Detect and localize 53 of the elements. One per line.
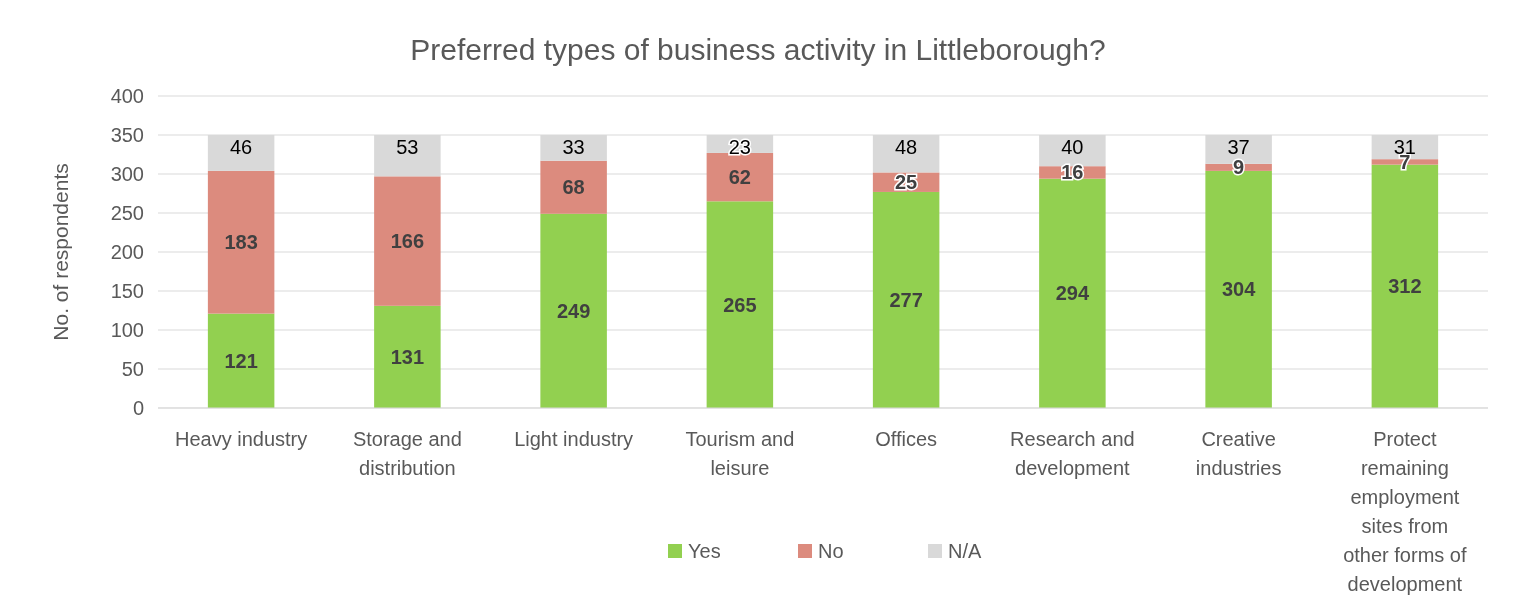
x-tick-label: Tourism and leisure [685, 428, 795, 479]
data-label: 46 [230, 136, 253, 158]
data-label: 183 [224, 231, 258, 254]
bar [374, 176, 441, 306]
bar [374, 305, 441, 408]
data-label: 277 [889, 288, 923, 311]
y-tick-label: 300 [110, 163, 144, 185]
bar [872, 191, 940, 408]
data-label: 166 [390, 230, 425, 253]
bar [706, 152, 774, 202]
y-tick-label: 400 [110, 85, 144, 107]
data-label: 68 [562, 176, 585, 199]
x-tick-label: Light industry [514, 428, 634, 450]
data-label: 304 [1221, 278, 1257, 301]
bar [207, 170, 275, 314]
data-label: 249 [556, 299, 591, 322]
data-label: 37 [1227, 136, 1250, 158]
data-label: 40 [1061, 136, 1084, 158]
legend-label: No [818, 540, 844, 562]
data-label: 294 [1055, 282, 1090, 305]
y-tick-label: 250 [110, 202, 144, 224]
data-label: 121 [224, 349, 258, 372]
x-tick-label: Protect remaining employment sites from other forms of development [1343, 428, 1467, 595]
legend-label: N/A [948, 540, 982, 562]
y-tick-label: 0 [132, 397, 144, 419]
data-label: 33 [562, 136, 585, 158]
bar [207, 313, 275, 408]
x-tick-label: Storage and distribution [352, 428, 462, 479]
x-tick-label: Heavy industry [174, 428, 308, 450]
bar [540, 160, 607, 214]
legend-label: Yes [688, 540, 721, 562]
bar [1039, 178, 1106, 408]
y-tick-label: 200 [110, 241, 144, 263]
x-tick-label: Research and development [1010, 428, 1135, 479]
y-axis-title: No. of respondents [49, 163, 72, 341]
x-tick-label: Creative industries [1195, 428, 1282, 479]
data-label: 265 [723, 293, 757, 316]
bar [706, 201, 774, 408]
data-label: 53 [396, 136, 419, 158]
data-label: 25 [895, 171, 918, 194]
data-label: 62 [728, 166, 751, 189]
y-tick-label: 100 [110, 319, 144, 341]
data-label: 16 [1061, 161, 1084, 184]
data-label: 131 [390, 345, 425, 368]
y-tick-label: 350 [110, 124, 144, 146]
data-label: 23 [728, 136, 751, 158]
data-label: 48 [895, 136, 918, 158]
data-label: 312 [1388, 275, 1422, 298]
y-tick-label: 150 [110, 280, 144, 302]
chart-title: Preferred types of business activity in Littleborough? [410, 33, 1106, 66]
x-tick-label: Offices [875, 428, 938, 450]
y-tick-label: 50 [121, 358, 144, 380]
bar [540, 213, 607, 408]
